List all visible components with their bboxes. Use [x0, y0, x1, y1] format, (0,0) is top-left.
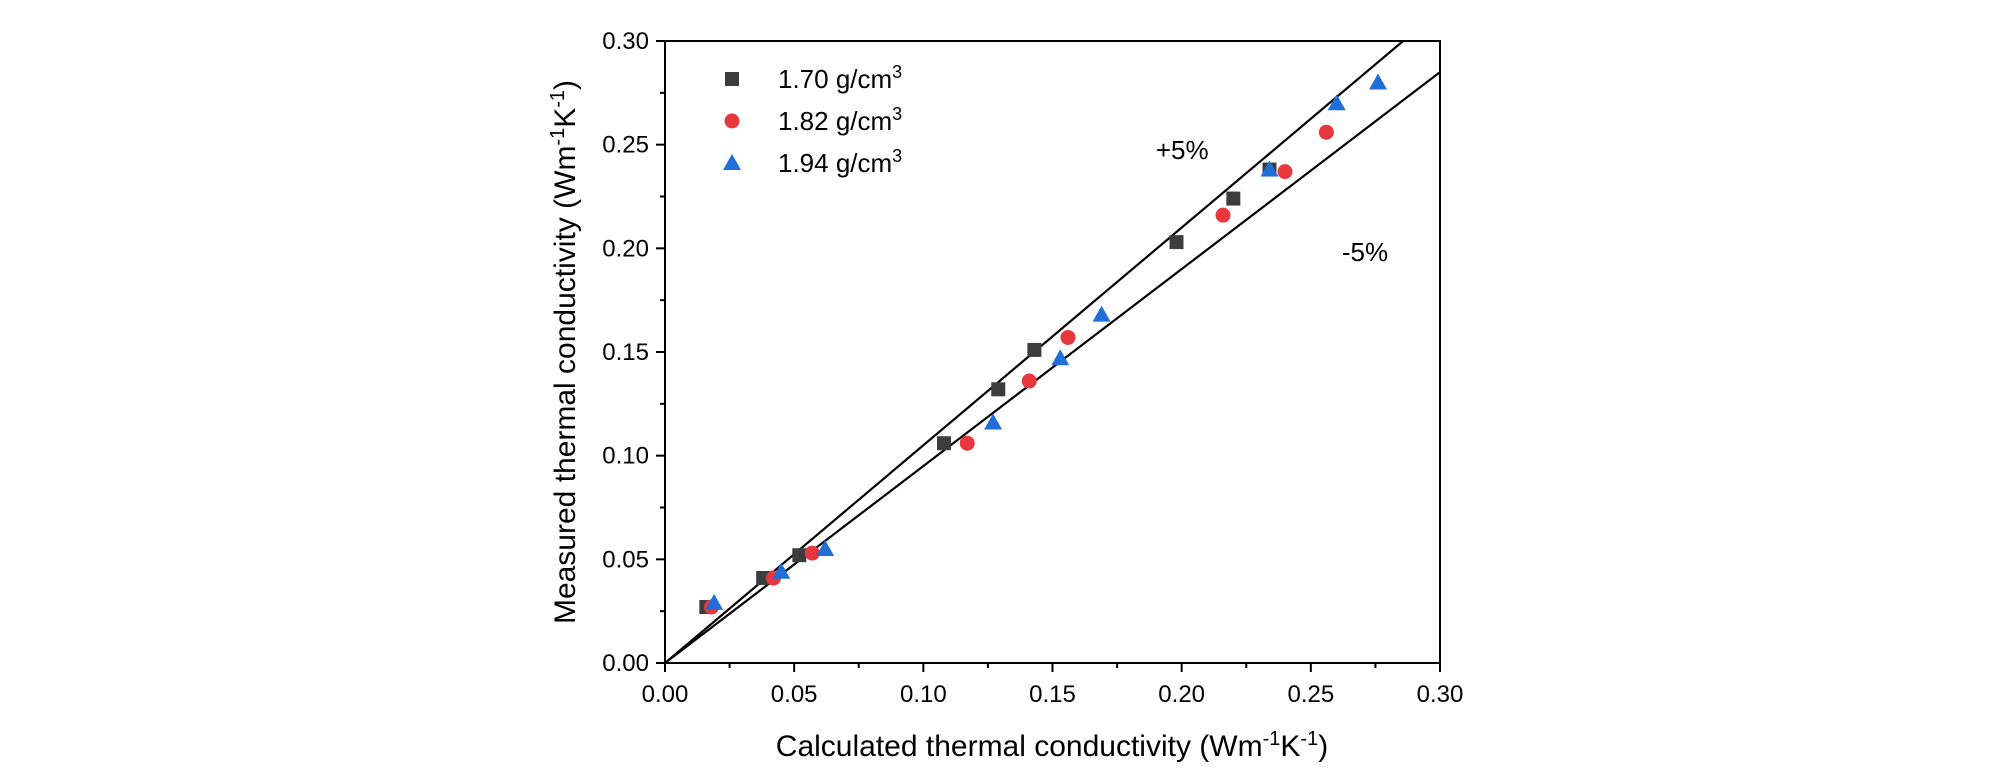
point-square-0-2 — [792, 548, 807, 563]
legend-marker-circle — [724, 113, 740, 129]
point-triangle-2-4 — [1051, 349, 1070, 366]
annotation-label: +5% — [1156, 135, 1209, 165]
axis-ticks: 0.00 0.05 0.10 0.15 0.20 0.25 0.30 0.00 0.05 0.10… — [602, 28, 1463, 708]
point-circle-1-3 — [959, 435, 975, 451]
x-tick-label: 0.20 — [1158, 681, 1205, 708]
point-circle-1-5 — [1060, 329, 1076, 345]
point-square-0-6 — [1169, 235, 1184, 250]
y-tick-label: 0.05 — [602, 546, 649, 573]
x-tick-label: 0.30 — [1417, 681, 1464, 708]
annotation-label: -5% — [1342, 237, 1388, 267]
point-circle-1-2 — [804, 545, 820, 561]
x-tick-label: 0.05 — [771, 681, 818, 708]
y-tick-label: 0.10 — [602, 443, 649, 470]
point-circle-1-7 — [1277, 164, 1293, 180]
point-triangle-2-6 — [1260, 160, 1279, 177]
point-circle-1-4 — [1021, 373, 1037, 389]
point-triangle-2-2 — [816, 539, 835, 556]
y-tick-label: 0.25 — [602, 132, 649, 159]
data-points — [699, 73, 1387, 615]
point-square-0-5 — [1027, 342, 1042, 357]
y-tick-label: 0.30 — [602, 28, 649, 55]
legend-label: 1.94 g/cm3 — [778, 146, 902, 178]
point-square-0-7 — [1226, 191, 1241, 206]
point-square-0-1 — [756, 570, 771, 585]
legend-label: 1.70 g/cm3 — [778, 62, 902, 94]
point-triangle-2-8 — [1369, 73, 1387, 90]
point-triangle-2-7 — [1327, 94, 1346, 111]
legend-marker-square — [725, 72, 739, 86]
x-tick-label: 0.10 — [900, 681, 947, 708]
point-triangle-2-3 — [984, 413, 1003, 430]
point-triangle-2-1 — [772, 562, 791, 579]
x-tick-label: 0.00 — [642, 681, 689, 708]
point-triangle-2-5 — [1092, 305, 1111, 322]
point-circle-1-8 — [1318, 124, 1334, 140]
point-square-0-4 — [991, 382, 1006, 397]
x-tick-label: 0.25 — [1287, 681, 1334, 708]
legend: 1.70 g/cm3 1.82 g/cm3 1.94 g/cm3 — [723, 62, 902, 178]
legend-marker-triangle — [723, 154, 741, 170]
y-tick-label: 0.15 — [602, 339, 649, 366]
point-square-0-3 — [937, 436, 951, 451]
y-tick-label: 0.00 — [602, 650, 649, 677]
point-circle-1-6 — [1215, 207, 1231, 223]
x-tick-label: 0.15 — [1029, 681, 1076, 708]
x-axis-title: Calculated thermal conductivity (Wm-1K-1… — [776, 728, 1328, 763]
y-axis-title: Measured thermal conductivity (Wm-1K-1) — [547, 80, 582, 624]
y-tick-label: 0.20 — [602, 235, 649, 262]
point-triangle-2-0 — [705, 593, 724, 610]
reference-line-minus5 — [664, 71, 1441, 664]
legend-label: 1.82 g/cm3 — [778, 104, 902, 136]
annotations: +5% -5% — [1156, 135, 1388, 267]
